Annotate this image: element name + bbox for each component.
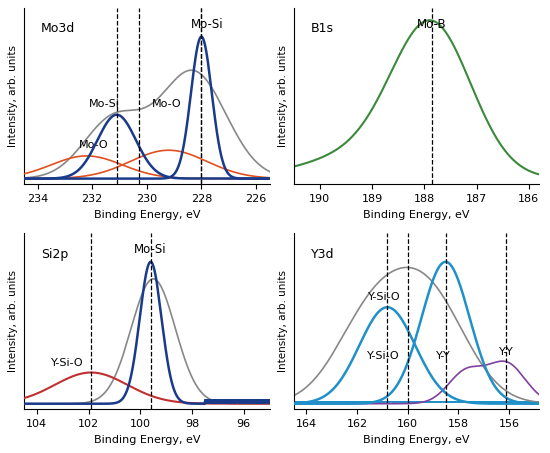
Text: Y-Y: Y-Y <box>436 351 450 361</box>
Text: Mo-Si: Mo-Si <box>190 18 223 31</box>
Y-axis label: Intensity, arb. units: Intensity, arb. units <box>8 45 18 147</box>
X-axis label: Binding Energy, eV: Binding Energy, eV <box>94 210 200 220</box>
Text: Mo3d: Mo3d <box>41 22 75 35</box>
Y-axis label: Intensity, arb. units: Intensity, arb. units <box>8 270 18 372</box>
Y-axis label: Intensity, arb. units: Intensity, arb. units <box>278 45 288 147</box>
Text: Y-Y: Y-Y <box>499 347 514 357</box>
Text: Y-Si-O: Y-Si-O <box>51 358 84 368</box>
Y-axis label: Intensity, arb. units: Intensity, arb. units <box>278 270 288 372</box>
X-axis label: Binding Energy, eV: Binding Energy, eV <box>363 210 470 220</box>
Text: Si2p: Si2p <box>41 247 68 260</box>
Text: B1s: B1s <box>311 22 334 35</box>
X-axis label: Binding Energy, eV: Binding Energy, eV <box>363 435 470 445</box>
Text: Y-Si-O: Y-Si-O <box>368 292 401 302</box>
Text: Y-Si-O: Y-Si-O <box>367 351 400 361</box>
Text: Mo-Si: Mo-Si <box>89 99 119 109</box>
Text: Mo-Si: Mo-Si <box>134 243 167 256</box>
Text: Mo-B: Mo-B <box>417 18 447 31</box>
Text: Mo-O: Mo-O <box>79 140 108 150</box>
X-axis label: Binding Energy, eV: Binding Energy, eV <box>94 435 200 445</box>
Text: Mo-O: Mo-O <box>152 99 182 109</box>
Text: Y3d: Y3d <box>311 247 334 260</box>
